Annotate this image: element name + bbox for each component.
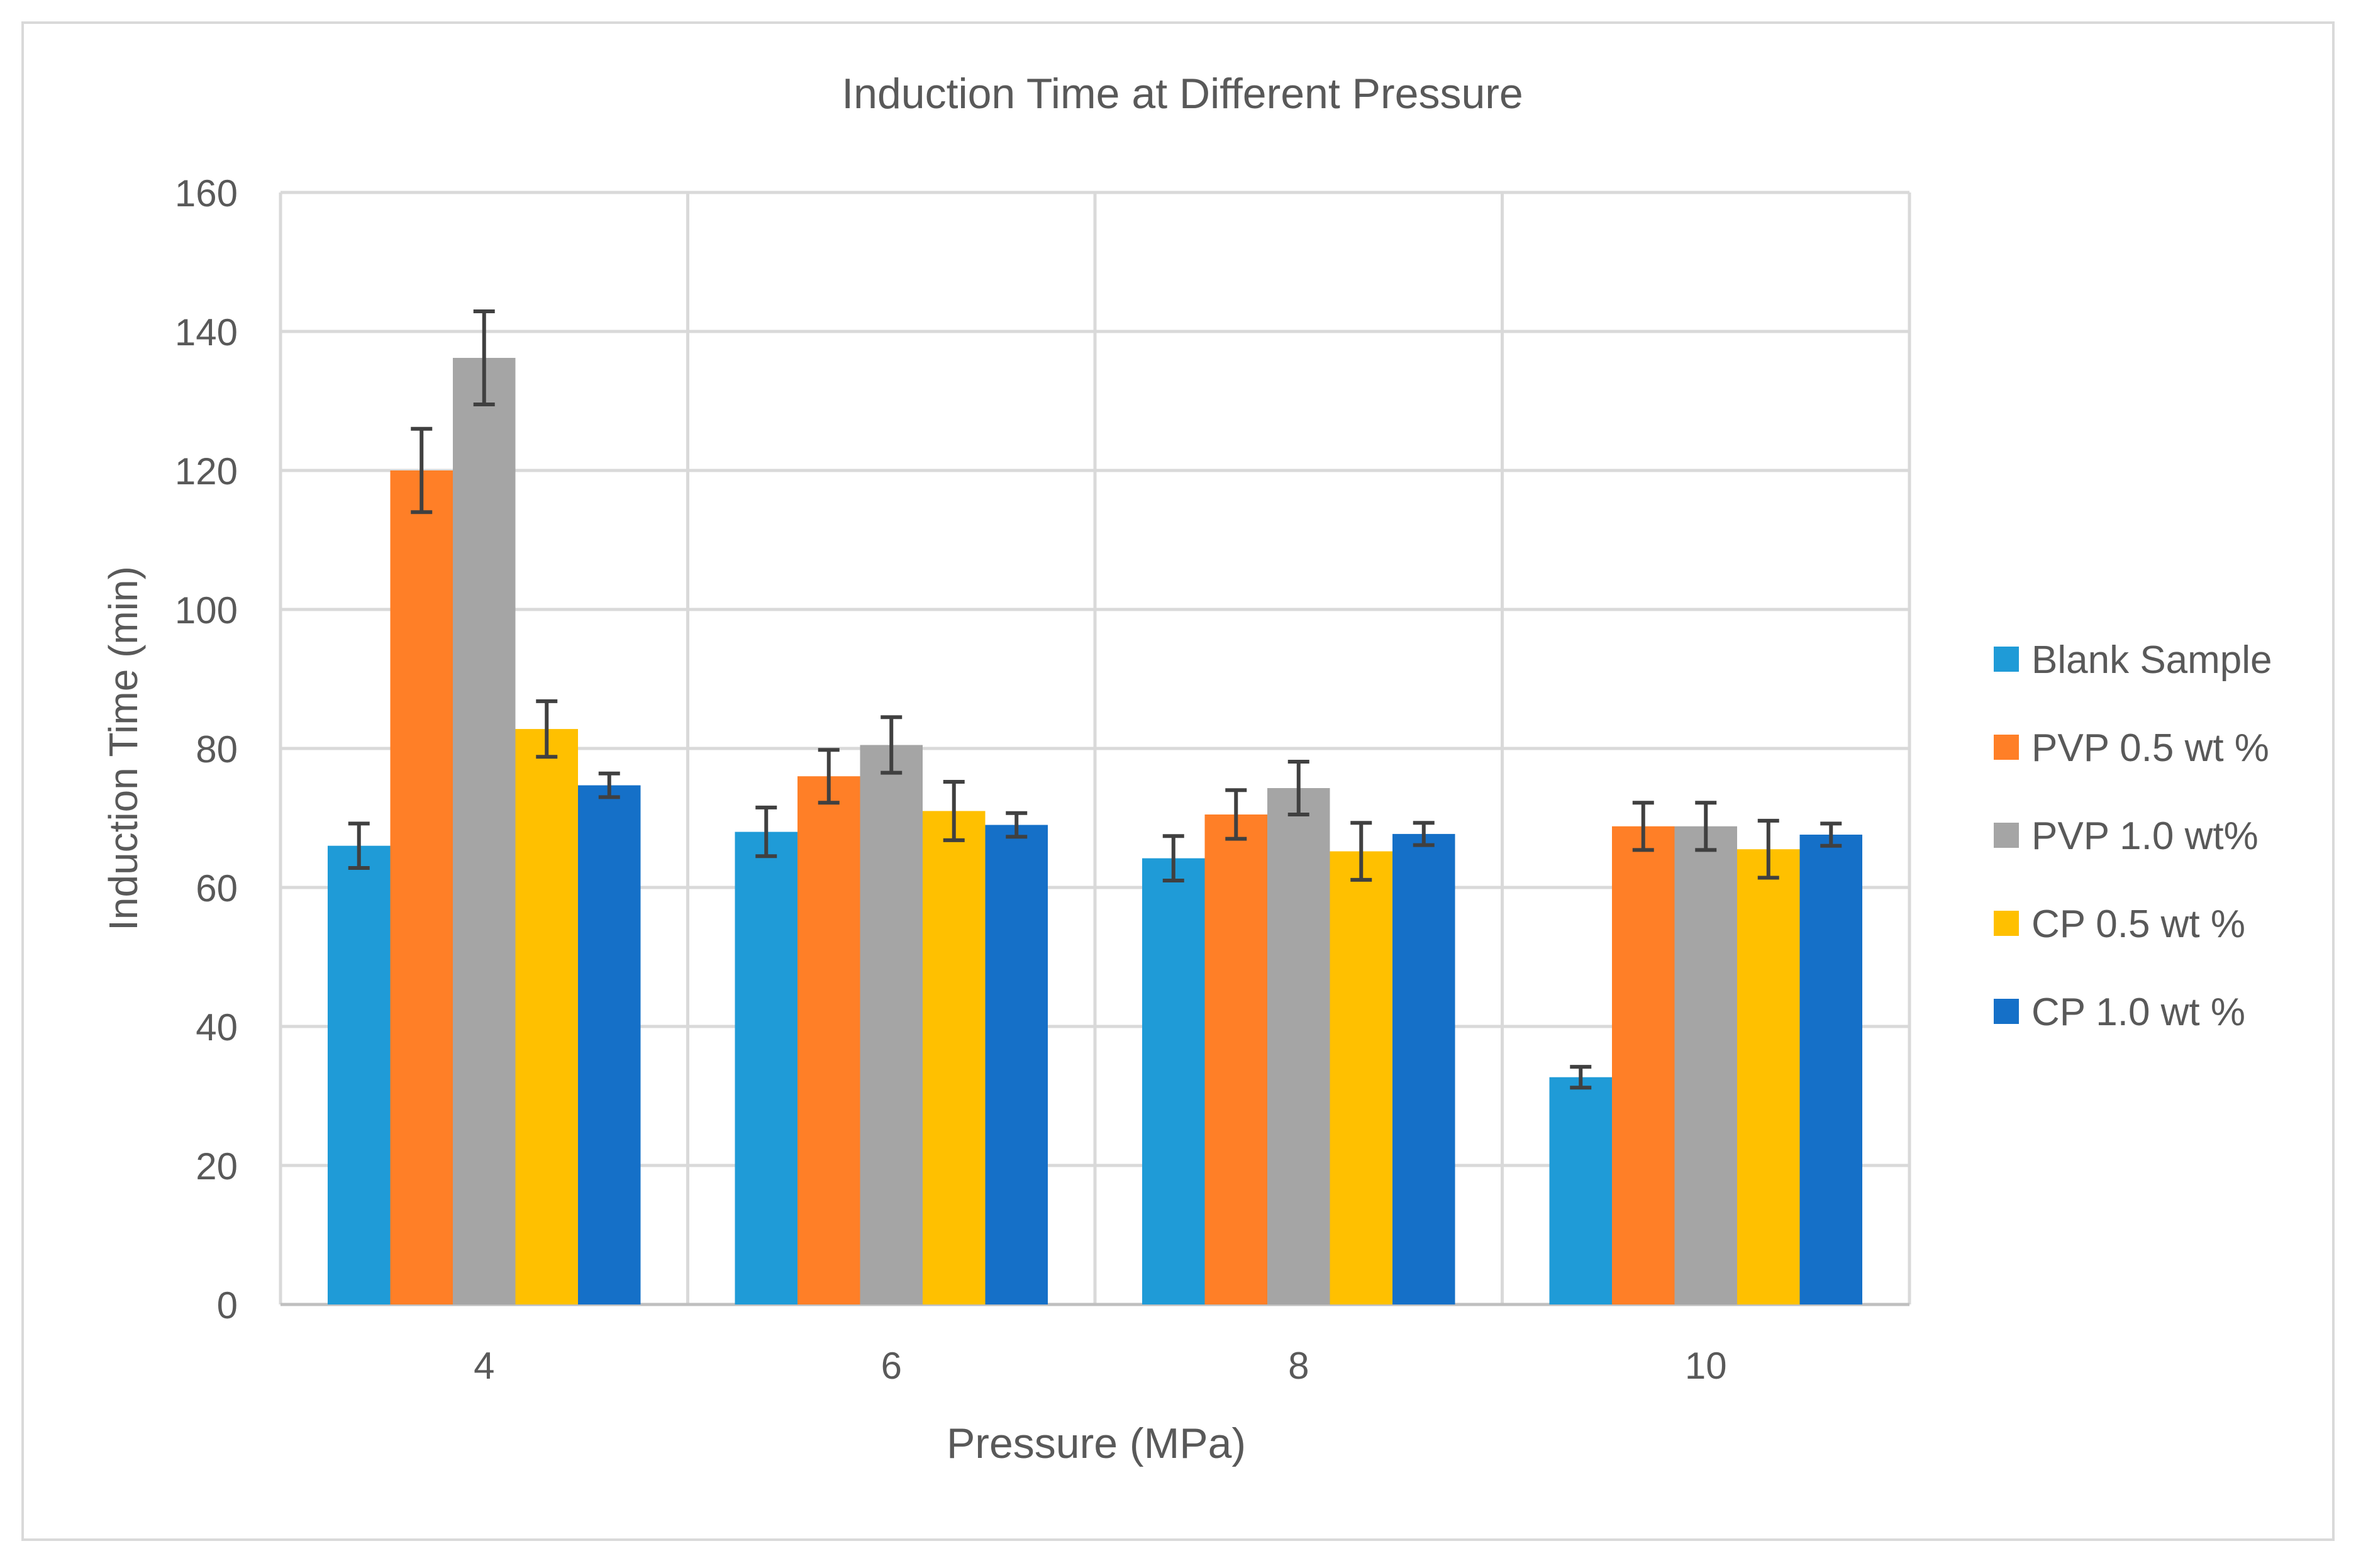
- y-tick-label: 120: [175, 450, 238, 492]
- bar: [1674, 826, 1737, 1304]
- error-bar: [536, 699, 558, 759]
- error-bar: [1413, 821, 1435, 847]
- bar: [923, 811, 986, 1304]
- legend: Blank Sample PVP 0.5 wt % PVP 1.0 wt% CP 0.…: [1994, 638, 2272, 1034]
- y-tick-label: 40: [196, 1006, 238, 1048]
- y-tick-label: 20: [196, 1145, 238, 1187]
- legend-item: PVP 1.0 wt%: [1994, 815, 2259, 858]
- y-tick-label: 0: [217, 1284, 238, 1326]
- bar: [860, 745, 923, 1304]
- error-bar: [1162, 834, 1184, 882]
- bar: [1799, 835, 1862, 1304]
- error-bar: [1225, 788, 1247, 841]
- legend-swatch: [1994, 999, 2019, 1024]
- bar: [328, 845, 391, 1304]
- legend-swatch: [1994, 911, 2019, 936]
- error-bar: [1006, 811, 1028, 839]
- error-bars: [348, 309, 1842, 1090]
- legend-label: PVP 0.5 wt %: [2031, 726, 2269, 770]
- error-bar: [411, 426, 433, 514]
- legend-item: CP 1.0 wt %: [1994, 991, 2245, 1034]
- error-bar: [1695, 801, 1717, 852]
- error-bar: [755, 805, 777, 859]
- x-axis-label: Pressure (MPa): [947, 1420, 1246, 1467]
- y-axis-label: Induction Time (min): [101, 566, 146, 931]
- y-tick-label: 140: [175, 311, 238, 353]
- legend-label: Blank Sample: [2031, 638, 2272, 682]
- y-axis-ticks: 0 20 40 60 80 100 120 140 160: [175, 172, 238, 1326]
- error-bar: [943, 780, 965, 842]
- legend-item: Blank Sample: [1994, 638, 2272, 682]
- error-bar: [1757, 818, 1779, 880]
- x-tick-label: 8: [1288, 1345, 1309, 1387]
- bar: [515, 729, 578, 1304]
- legend-swatch: [1994, 735, 2019, 760]
- bar: [1267, 787, 1330, 1304]
- error-bar: [348, 821, 370, 870]
- bar: [735, 831, 797, 1304]
- error-bar: [881, 715, 903, 775]
- y-tick-label: 100: [175, 589, 238, 631]
- legend-item: CP 0.5 wt %: [1994, 903, 2245, 946]
- legend-label: CP 0.5 wt %: [2031, 903, 2245, 946]
- bar: [390, 470, 453, 1304]
- bar: [985, 825, 1048, 1304]
- x-tick-label: 10: [1685, 1345, 1727, 1387]
- bar: [797, 776, 860, 1304]
- error-bar: [1570, 1065, 1592, 1090]
- legend-swatch: [1994, 823, 2019, 848]
- error-bar: [1820, 821, 1842, 848]
- y-tick-label: 160: [175, 172, 238, 214]
- error-bar: [598, 771, 620, 799]
- legend-label: PVP 1.0 wt%: [2031, 815, 2259, 858]
- x-axis-ticks: 4 6 8 10: [474, 1345, 1727, 1387]
- bar: [453, 357, 516, 1304]
- legend-label: CP 1.0 wt %: [2031, 991, 2245, 1034]
- error-bar: [1287, 759, 1309, 816]
- bar: [1737, 849, 1800, 1304]
- bar: [578, 785, 641, 1304]
- error-bar: [473, 309, 495, 407]
- y-tick-label: 80: [196, 728, 238, 770]
- legend-swatch: [1994, 647, 2019, 672]
- bar: [1612, 826, 1675, 1304]
- bar: [1392, 833, 1455, 1304]
- y-tick-label: 60: [196, 867, 238, 909]
- legend-item: PVP 0.5 wt %: [1994, 726, 2269, 770]
- bar: [1204, 814, 1267, 1304]
- error-bar: [818, 748, 840, 805]
- error-bar: [1350, 821, 1372, 882]
- bar: [1549, 1077, 1612, 1304]
- bar: [1330, 851, 1392, 1304]
- bars: [328, 357, 1862, 1304]
- bar: [1142, 858, 1205, 1304]
- error-bar: [1632, 801, 1654, 852]
- x-tick-label: 4: [474, 1345, 494, 1387]
- x-tick-label: 6: [881, 1345, 902, 1387]
- chart-border: [21, 21, 2335, 1541]
- chart-title: Induction Time at Different Pressure: [842, 70, 1523, 118]
